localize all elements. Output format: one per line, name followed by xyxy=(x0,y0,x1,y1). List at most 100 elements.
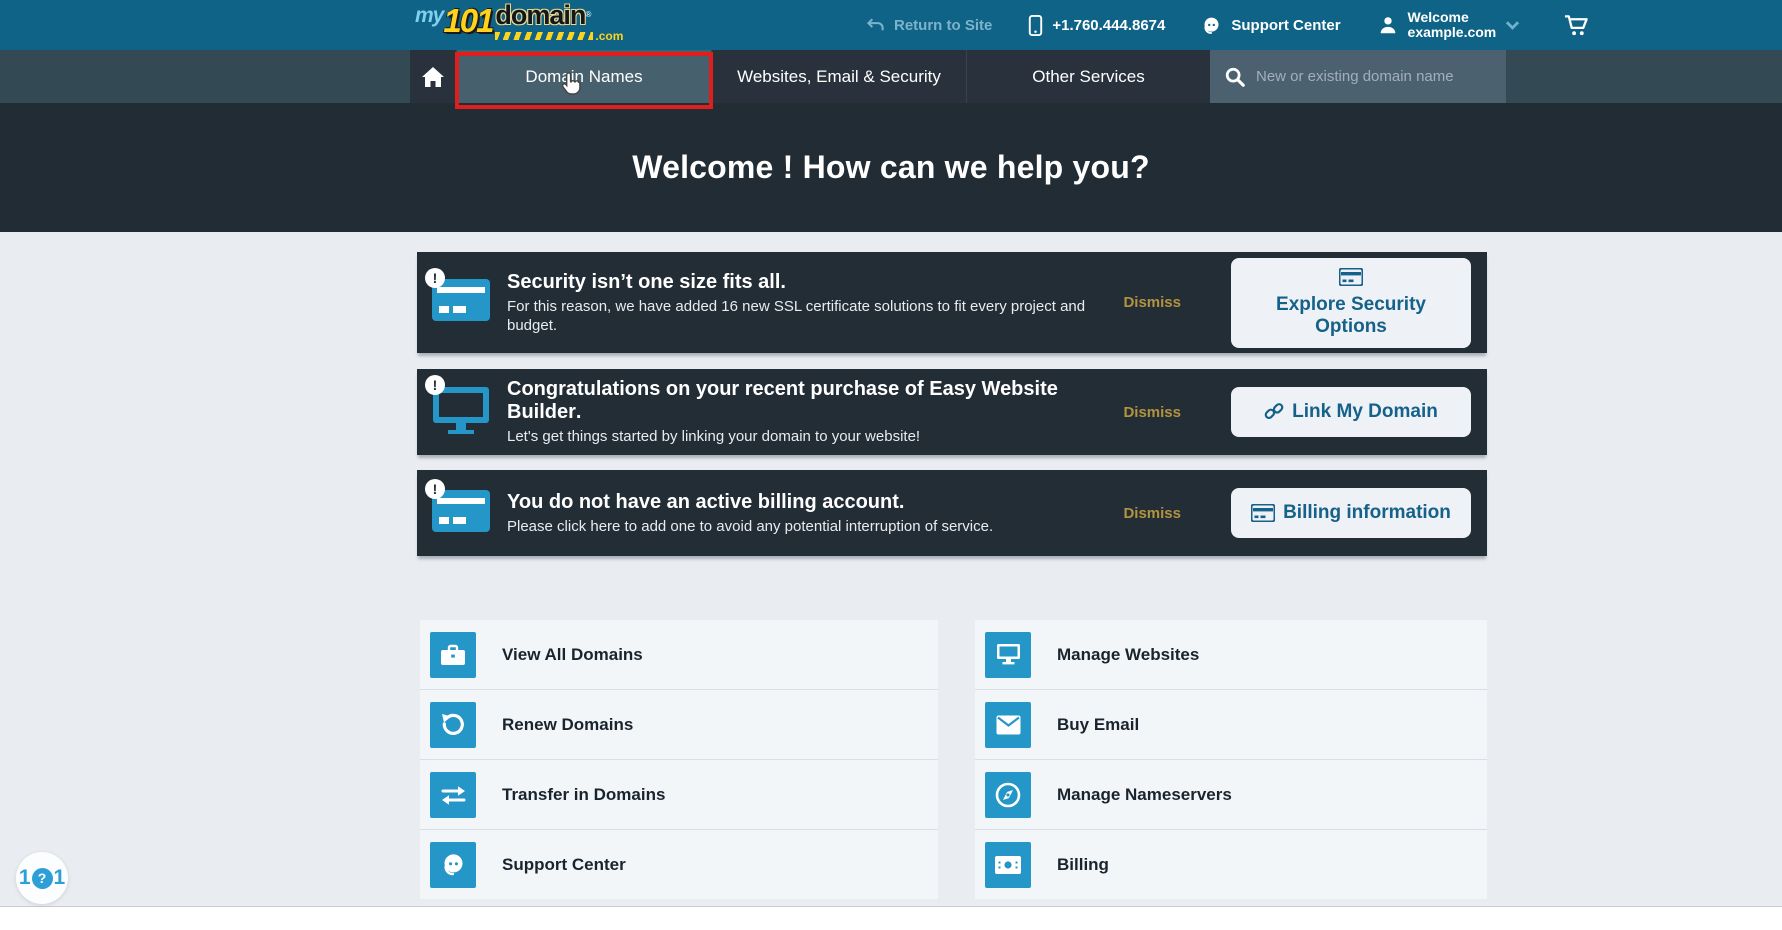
view-all-domains-label: View All Domains xyxy=(502,644,643,664)
quick-links-left-column: View All Domains Renew Domains Transfer … xyxy=(420,620,938,899)
dismiss-link[interactable]: Dismiss xyxy=(1123,403,1181,421)
tab-domain-names[interactable]: Domain Names xyxy=(455,50,713,109)
buy-email-link[interactable]: Buy Email xyxy=(975,690,1487,759)
billing-label: Billing xyxy=(1057,854,1109,874)
link-my-domain-label: Link My Domain xyxy=(1292,401,1438,422)
credit-card-icon xyxy=(1339,267,1363,286)
headset-icon xyxy=(1201,15,1222,36)
briefcase-icon xyxy=(430,631,476,678)
welcome-line2: example.com xyxy=(1407,24,1497,40)
credit-card-icon xyxy=(431,278,491,322)
support-center-link[interactable]: Support Center xyxy=(1201,15,1341,36)
monitor-icon xyxy=(431,385,491,435)
manage-nameservers-link[interactable]: Manage Nameservers xyxy=(975,760,1487,829)
manage-websites-link[interactable]: Manage Websites xyxy=(975,620,1487,689)
search-icon xyxy=(1224,66,1246,88)
logo-registered-mark: ® xyxy=(585,10,591,19)
banner-website-builder-iconwrap: ! xyxy=(425,374,507,440)
domain-search-box xyxy=(1210,50,1506,103)
question-mark-icon: ? xyxy=(31,867,53,889)
logo-101: 101 xyxy=(443,2,494,39)
topbar-links: Return to Site +1.760.444.8674 Support C… xyxy=(866,0,1589,50)
chevron-down-icon xyxy=(1505,20,1520,31)
phone-number: +1.760.444.8674 xyxy=(1052,16,1166,34)
banner-security: ! Security isn’t one size fits all. For … xyxy=(417,252,1487,353)
tab-domain-names-label: Domain Names xyxy=(525,66,643,86)
renew-domains-label: Renew Domains xyxy=(502,714,634,734)
tab-other-services[interactable]: Other Services xyxy=(966,50,1210,103)
home-button[interactable] xyxy=(410,50,456,103)
logo-my: my xyxy=(415,4,444,27)
help-prefix: 1 xyxy=(18,866,31,889)
footer-band xyxy=(0,906,1782,930)
banner-security-title: Security isn’t one size fits all. xyxy=(507,270,786,293)
explore-security-options-button[interactable]: Explore Security Options xyxy=(1231,257,1471,348)
credit-card-icon xyxy=(431,489,491,533)
return-to-site-label: Return to Site xyxy=(894,16,993,34)
explore-security-options-label: Explore Security Options xyxy=(1276,293,1426,337)
banner-security-body: For this reason, we have added 16 new SS… xyxy=(507,297,1086,334)
support-center-label: Support Center xyxy=(1231,16,1341,34)
site-logo[interactable]: my 101 domain® .com xyxy=(415,0,623,44)
transfer-icon xyxy=(430,771,476,818)
welcome-line1: Welcome xyxy=(1407,9,1469,25)
welcome-text: Welcome example.com xyxy=(1408,10,1497,40)
logo-stripes xyxy=(495,32,594,40)
monitor-icon xyxy=(985,631,1031,678)
renew-icon xyxy=(430,701,476,748)
hero-title: Welcome ! How can we help you? xyxy=(632,149,1150,185)
logo-underline: .com xyxy=(495,29,623,43)
help-suffix: 1 xyxy=(53,866,66,889)
banner-billing-title: You do not have an active billing accoun… xyxy=(507,490,905,513)
link-icon xyxy=(1264,402,1284,422)
support-center-row-label: Support Center xyxy=(502,854,626,874)
return-to-site-link[interactable]: Return to Site xyxy=(866,16,992,35)
transfer-in-domains-link[interactable]: Transfer in Domains xyxy=(420,760,938,829)
manage-websites-label: Manage Websites xyxy=(1057,644,1200,664)
renew-domains-link[interactable]: Renew Domains xyxy=(420,690,938,759)
view-all-domains-link[interactable]: View All Domains xyxy=(420,620,938,689)
cart-icon xyxy=(1564,14,1589,37)
help-widget-button[interactable]: 1 ? 1 xyxy=(16,852,68,904)
headset-icon xyxy=(430,841,476,888)
mobile-phone-icon xyxy=(1028,14,1043,36)
nameserver-icon xyxy=(985,771,1031,818)
return-arrow-icon xyxy=(866,16,885,35)
tab-websites-email-security[interactable]: Websites, Email & Security xyxy=(711,50,966,103)
transfer-in-domains-label: Transfer in Domains xyxy=(502,784,666,804)
alert-badge-icon: ! xyxy=(425,268,445,288)
banner-security-iconwrap: ! xyxy=(425,268,507,327)
support-center-link-row[interactable]: Support Center xyxy=(420,830,938,899)
cart-button[interactable] xyxy=(1564,14,1589,37)
billing-information-button[interactable]: Billing information xyxy=(1231,488,1471,538)
banner-website-builder-title: Congratulations on your recent purchase … xyxy=(507,378,1058,423)
phone-link[interactable]: +1.760.444.8674 xyxy=(1028,14,1166,36)
domain-search-input[interactable] xyxy=(1256,68,1492,85)
dismiss-link[interactable]: Dismiss xyxy=(1123,294,1181,311)
tab-other-services-label: Other Services xyxy=(1032,66,1145,86)
billing-link[interactable]: Billing xyxy=(975,830,1487,899)
logo-com: .com xyxy=(595,29,624,43)
banner-billing-body: Please click here to add one to avoid an… xyxy=(507,517,994,535)
buy-email-label: Buy Email xyxy=(1057,714,1140,734)
logo-domain: domain® xyxy=(495,0,591,30)
alert-badge-icon: ! xyxy=(425,374,445,395)
credit-card-icon xyxy=(1251,504,1276,522)
banner-billing: ! You do not have an active billing acco… xyxy=(417,470,1487,556)
tab-websites-email-security-label: Websites, Email & Security xyxy=(737,66,941,86)
billing-icon xyxy=(985,841,1031,888)
link-my-domain-button[interactable]: Link My Domain xyxy=(1231,387,1471,437)
dismiss-link[interactable]: Dismiss xyxy=(1123,504,1181,522)
banner-billing-iconwrap: ! xyxy=(425,478,507,538)
nav-strip: Domain Names Websites, Email & Security … xyxy=(410,50,1506,109)
account-menu[interactable]: Welcome example.com xyxy=(1377,10,1521,40)
home-icon xyxy=(421,66,445,88)
top-bar: my 101 domain® .com Return to Site xyxy=(0,0,1782,50)
hero-section: Welcome ! How can we help you? xyxy=(0,103,1782,232)
banner-website-builder: ! Congratulations on your recent purchas… xyxy=(417,369,1487,455)
banner-billing-text: You do not have an active billing accoun… xyxy=(507,491,1119,536)
manage-nameservers-label: Manage Nameservers xyxy=(1057,784,1232,804)
email-icon xyxy=(985,701,1031,748)
banner-security-text: Security isn’t one size fits all. For th… xyxy=(507,271,1119,335)
